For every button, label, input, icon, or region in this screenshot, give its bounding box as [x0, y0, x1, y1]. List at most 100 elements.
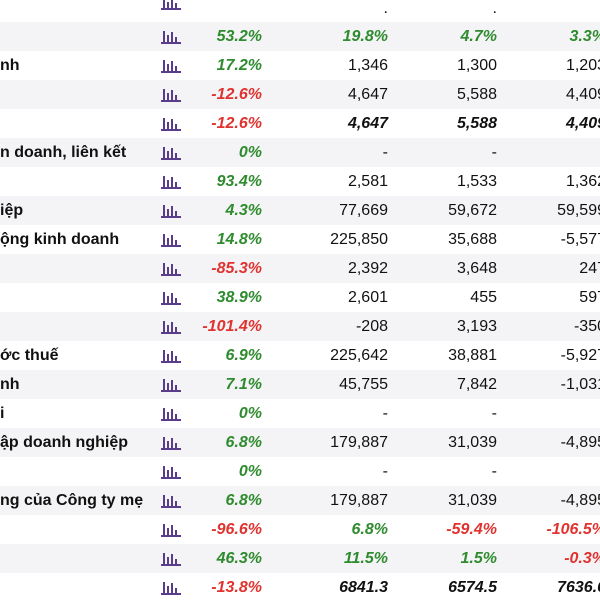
cell-yoy-change: 6.9% [225, 346, 262, 364]
cell-y1: . [383, 0, 388, 17]
cell-y3: -1,031 [560, 375, 600, 393]
cell-y1: 2,392 [347, 259, 388, 277]
cell-y2: 1.5% [460, 549, 497, 567]
row-label: i [0, 404, 5, 422]
row-label: ập doanh nghiệp [0, 433, 128, 451]
table-row: n doanh, liên kết 0% - - [0, 138, 600, 167]
cell-y3: 1,203 [565, 56, 600, 74]
cell-y2: 38,881 [448, 346, 497, 364]
table-row: -96.6% 6.8% -59.4% -106.5% [0, 515, 600, 544]
bar-chart-icon[interactable] [160, 486, 182, 515]
cell-y1: 6841.3 [339, 578, 388, 596]
bar-chart-icon[interactable] [160, 341, 182, 370]
cell-y2: - [491, 462, 497, 480]
table-row: 93.4% 2,581 1,533 1,362 [0, 167, 600, 196]
table-row: -85.3% 2,392 3,648 247 [0, 254, 600, 283]
table-row: nh 17.2% 1,346 1,300 1,203 [0, 51, 600, 80]
cell-y2: -59.4% [446, 520, 497, 538]
cell-yoy-change: 7.1% [225, 375, 262, 393]
cell-y1: 2,581 [347, 172, 388, 190]
cell-y2: 6574.5 [448, 578, 497, 596]
cell-yoy-change: 93.4% [216, 172, 262, 190]
cell-y2: 1,533 [456, 172, 497, 190]
table-row: ng của Công ty mẹ 6.8% 179,887 31,039 -4,895 [0, 486, 600, 515]
cell-y3: 247 [579, 259, 600, 277]
cell-y3: -4,895 [560, 491, 600, 509]
table-row: 0% - - [0, 457, 600, 486]
cell-yoy-change: 14.8% [216, 230, 262, 248]
bar-chart-icon[interactable] [160, 138, 182, 167]
cell-y1: 45,755 [339, 375, 388, 393]
cell-yoy-change: 46.3% [216, 549, 262, 567]
cell-yoy-change: -12.6% [211, 114, 262, 132]
cell-y3: 59,599 [557, 201, 600, 219]
bar-chart-icon[interactable] [160, 312, 182, 341]
cell-y3: 7636.6 [557, 578, 600, 596]
table-row: -12.6% 4,647 5,588 4,409 [0, 80, 600, 109]
cell-yoy-change: 17.2% [216, 56, 262, 74]
cell-y1: 6.8% [351, 520, 388, 538]
bar-chart-icon[interactable] [160, 254, 182, 283]
cell-y1: - [382, 143, 388, 161]
table-row: nh 7.1% 45,755 7,842 -1,031 [0, 370, 600, 399]
bar-chart-icon[interactable] [160, 399, 182, 428]
cell-y3: 597 [579, 288, 600, 306]
bar-chart-icon[interactable] [160, 515, 182, 544]
cell-yoy-change: 0% [238, 143, 262, 161]
bar-chart-icon[interactable] [160, 457, 182, 486]
cell-y3: -5,577 [560, 230, 600, 248]
cell-yoy-change: 6.8% [225, 433, 262, 451]
table-row: iệp 4.3% 77,669 59,672 59,599 [0, 196, 600, 225]
cell-y2: 31,039 [448, 491, 497, 509]
bar-chart-icon[interactable] [160, 80, 182, 109]
cell-y2: 35,688 [448, 230, 497, 248]
row-label: nh [0, 56, 20, 74]
table-row: 53.2% 19.8% 4.7% 3.3% [0, 22, 600, 51]
cell-yoy-change: 0% [238, 404, 262, 422]
table-row: i 0% - - [0, 399, 600, 428]
cell-y1: 4,647 [347, 85, 388, 103]
cell-y2: 3,648 [456, 259, 497, 277]
cell-y1: 179,887 [330, 491, 388, 509]
bar-chart-icon[interactable] [160, 0, 182, 22]
cell-y2: 4.7% [460, 27, 497, 45]
bar-chart-icon[interactable] [160, 225, 182, 254]
cell-y1: 225,850 [330, 230, 388, 248]
cell-y3: -0.3% [564, 549, 600, 567]
table-row: 38.9% 2,601 455 597 [0, 283, 600, 312]
row-label: ng của Công ty mẹ [0, 491, 144, 509]
cell-y1: - [382, 404, 388, 422]
table-row: -13.8% 6841.3 6574.5 7636.6 [0, 573, 600, 600]
cell-yoy-change: 53.2% [216, 27, 262, 45]
cell-y1: 4,647 [347, 114, 388, 132]
bar-chart-icon[interactable] [160, 51, 182, 80]
cell-y3: -350 [573, 317, 600, 335]
cell-y2: - [491, 404, 497, 422]
cell-y2: 31,039 [448, 433, 497, 451]
table-row: ớc thuế 6.9% 225,642 38,881 -5,927 [0, 341, 600, 370]
cell-y3: -4,895 [560, 433, 600, 451]
bar-chart-icon[interactable] [160, 22, 182, 51]
bar-chart-icon[interactable] [160, 544, 182, 573]
bar-chart-icon[interactable] [160, 196, 182, 225]
bar-chart-icon[interactable] [160, 167, 182, 196]
bar-chart-icon[interactable] [160, 370, 182, 399]
bar-chart-icon[interactable] [160, 283, 182, 312]
bar-chart-icon[interactable] [160, 109, 182, 138]
row-label: ớc thuế [0, 346, 59, 364]
cell-yoy-change: -13.8% [211, 578, 262, 596]
cell-y1: 77,669 [339, 201, 388, 219]
cell-yoy-change: 4.3% [225, 201, 262, 219]
bar-chart-icon[interactable] [160, 573, 182, 600]
table-row: -101.4% -208 3,193 -350 [0, 312, 600, 341]
cell-y3: -5,927 [560, 346, 600, 364]
cell-yoy-change: -12.6% [211, 85, 262, 103]
cell-yoy-change: -96.6% [211, 520, 262, 538]
cell-y3: 3.3% [569, 27, 600, 45]
cell-y2: 59,672 [448, 201, 497, 219]
table-row: ộng kinh doanh 14.8% 225,850 35,688 -5,577 [0, 225, 600, 254]
cell-y2: 1,300 [456, 56, 497, 74]
cell-y3: -106.5% [546, 520, 600, 538]
cell-y1: 2,601 [347, 288, 388, 306]
bar-chart-icon[interactable] [160, 428, 182, 457]
